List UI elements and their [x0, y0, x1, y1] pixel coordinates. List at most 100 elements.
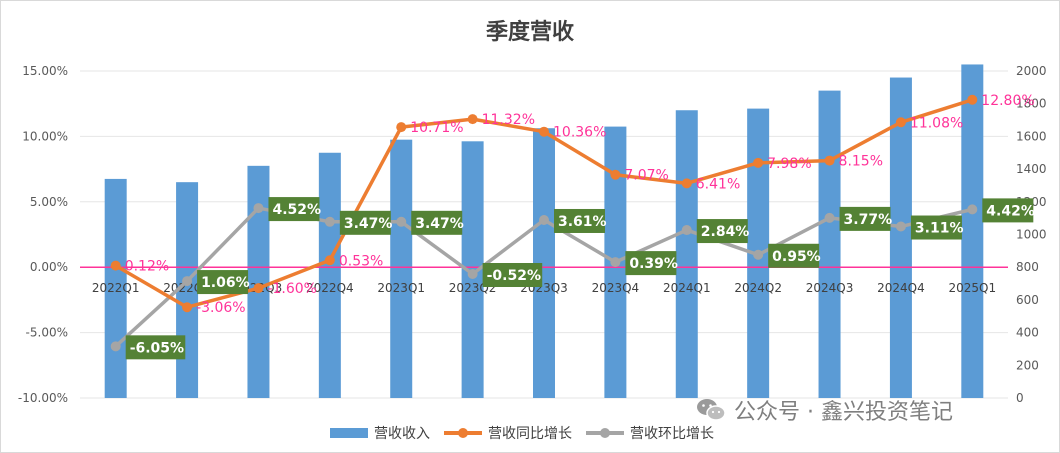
qoq-data-label: 0.95% [772, 249, 821, 265]
category-label: 2024Q3 [806, 281, 854, 295]
watermark-text: 公众号 · 鑫兴投资笔记 [734, 400, 953, 425]
left-tick-label: 10.00% [22, 129, 68, 143]
yoy-data-label: 11.08% [910, 115, 963, 131]
qoq-data-label: 3.47% [344, 216, 393, 232]
yoy-point [681, 178, 692, 189]
yoy-point [396, 122, 407, 133]
yoy-point [824, 155, 835, 166]
bar-2023Q3 [533, 128, 555, 398]
yoy-data-label: 7.98% [767, 156, 811, 172]
yoy-data-label: -1.60% [267, 281, 317, 297]
right-tick-label: 1000 [1016, 228, 1047, 242]
qoq-point [895, 221, 906, 232]
legend-label-yoy: 营收同比增长 [488, 426, 572, 442]
legend-item-qoq: 营收环比增长 [586, 423, 714, 443]
legend-swatch-revenue [330, 428, 368, 438]
chart-legend: 营收收入 营收同比增长 营收环比增长 [330, 423, 728, 443]
right-tick-label: 600 [1016, 293, 1039, 307]
qoq-label-bg [268, 197, 320, 222]
bar-2022Q3 [247, 165, 270, 398]
yoy-point [467, 114, 478, 125]
qoq-label-bg [339, 210, 391, 235]
yoy-point [110, 260, 121, 271]
qoq-label-bg [482, 263, 543, 288]
left-tick-label: 5.00% [30, 195, 68, 209]
qoq-point [324, 216, 335, 227]
category-label: 2022Q1 [92, 281, 140, 295]
bar-2024Q3 [818, 90, 841, 399]
qoq-point [824, 212, 835, 223]
qoq-data-label: 0.39% [629, 256, 678, 272]
right-tick-label: 1400 [1016, 162, 1047, 176]
yoy-data-label: -3.06% [196, 300, 246, 316]
legend-item-yoy: 营收同比增长 [444, 423, 572, 443]
legend-label-revenue: 营收收入 [374, 426, 430, 442]
yoy-point [753, 157, 764, 168]
legend-label-qoq: 营收环比增长 [630, 426, 714, 442]
yoy-point [895, 117, 906, 128]
yoy-data-label: 0.12% [125, 259, 169, 275]
qoq-data-label: 4.42% [986, 203, 1035, 219]
yoy-data-label: 10.36% [553, 125, 606, 141]
left-tick-label: -5.00% [26, 326, 68, 340]
qoq-point [967, 204, 978, 215]
right-tick-label: 2000 [1016, 64, 1047, 78]
category-label: 2024Q4 [877, 281, 925, 295]
left-tick-label: -10.00% [18, 391, 68, 405]
left-tick-label: 15.00% [22, 64, 68, 78]
qoq-data-label: 3.61% [558, 214, 607, 230]
bar-2024Q4 [889, 77, 912, 398]
bar-2025Q1 [961, 64, 984, 399]
bar-2023Q1 [390, 139, 413, 399]
qoq-label-bg [696, 219, 748, 244]
yoy-point [253, 283, 264, 294]
qoq-label-bg [768, 243, 820, 268]
yoy-data-label: 0.53% [339, 253, 383, 269]
right-tick-label: 1800 [1016, 97, 1047, 111]
qoq-data-label: 3.77% [844, 212, 893, 228]
qoq-data-label: 3.11% [915, 221, 964, 237]
qoq-point [681, 225, 692, 236]
right-tick-label: 800 [1016, 260, 1039, 274]
yoy-point [610, 169, 621, 180]
bar-2024Q1 [675, 110, 698, 399]
yoy-point [967, 94, 978, 105]
right-tick-label: 400 [1016, 326, 1039, 340]
qoq-label-bg [125, 335, 186, 360]
qoq-data-label: -6.05% [130, 340, 184, 356]
legend-swatch-yoy [444, 428, 482, 438]
qoq-data-label: 3.47% [415, 216, 464, 232]
yoy-point [182, 302, 193, 313]
qoq-point [396, 216, 407, 227]
qoq-point [539, 214, 549, 225]
yoy-point [324, 255, 335, 266]
chart-title: 季度营收 [485, 20, 574, 45]
qoq-data-label: 1.06% [201, 275, 250, 291]
wechat-icon [697, 399, 726, 421]
qoq-point [253, 203, 264, 214]
right-tick-label: 0 [1016, 391, 1024, 405]
yoy-data-label: 7.07% [624, 168, 668, 184]
category-label: 2024Q1 [663, 281, 711, 295]
category-label: 2023Q1 [377, 281, 425, 295]
category-label: 2025Q1 [948, 281, 996, 295]
legend-item-revenue: 营收收入 [330, 423, 430, 443]
right-tick-label: 1600 [1016, 129, 1047, 143]
qoq-data-label: 2.84% [701, 224, 750, 240]
qoq-label-bg [839, 206, 891, 231]
category-label: 2024Q2 [734, 281, 782, 295]
yoy-data-label: 6.41% [696, 176, 740, 192]
qoq-point [110, 341, 121, 352]
left-tick-label: 0.00% [30, 260, 68, 274]
qoq-data-label: -0.52% [487, 268, 541, 284]
qoq-point [182, 276, 193, 287]
yoy-point [539, 126, 549, 137]
category-label: 2022Q4 [306, 281, 354, 295]
yoy-data-label: 10.71% [410, 120, 463, 136]
yoy-data-label: 12.80% [981, 93, 1034, 109]
qoq-label-bg [625, 251, 677, 276]
qoq-label-bg [411, 210, 463, 235]
bar-2022Q4 [318, 152, 341, 398]
watermark: 公众号 · 鑫兴投资笔记 [696, 394, 953, 426]
